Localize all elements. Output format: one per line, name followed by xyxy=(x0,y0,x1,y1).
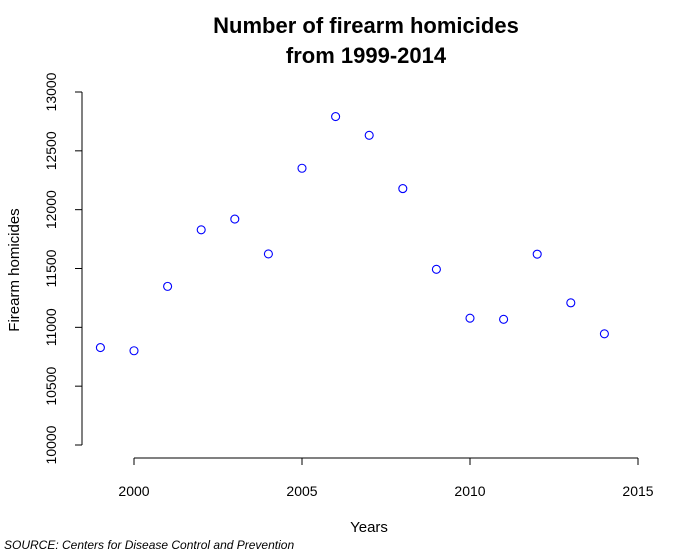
x-tick-label: 2005 xyxy=(286,483,317,499)
data-points xyxy=(95,112,609,356)
data-point xyxy=(230,214,240,224)
x-axis-label: Years xyxy=(350,519,388,536)
x-tick-label: 2000 xyxy=(118,483,149,499)
chart-title-line-2: from 1999-2014 xyxy=(286,43,447,68)
data-point xyxy=(95,343,105,353)
y-tick-label: 12000 xyxy=(43,190,59,229)
x-tick-label: 2015 xyxy=(622,483,653,499)
y-tick-label: 13000 xyxy=(43,72,59,111)
y-tick-label: 11500 xyxy=(43,249,59,287)
data-point xyxy=(398,184,408,194)
data-point xyxy=(297,163,307,173)
data-point xyxy=(163,281,173,291)
y-tick-label: 10000 xyxy=(43,425,59,464)
y-tick-label: 11000 xyxy=(43,308,59,346)
source-note: SOURCE: Centers for Disease Control and … xyxy=(4,538,294,552)
y-tick-label: 12500 xyxy=(43,131,59,170)
y-tick-label: 10500 xyxy=(43,366,59,405)
data-point xyxy=(331,112,341,122)
data-point xyxy=(532,249,542,259)
data-point xyxy=(599,329,609,339)
data-point xyxy=(499,314,509,324)
x-axis: 2000 2005 2010 2015 xyxy=(118,457,654,499)
data-point xyxy=(566,298,576,308)
data-point xyxy=(263,249,273,259)
data-point xyxy=(129,346,139,356)
data-point xyxy=(431,264,441,274)
chart-title-line-1: Number of firearm homicides xyxy=(213,13,519,38)
y-axis-label: Firearm homicides xyxy=(6,208,23,331)
x-tick-label: 2010 xyxy=(454,483,485,499)
data-point xyxy=(364,130,374,140)
data-point xyxy=(465,313,475,323)
data-point xyxy=(196,225,206,235)
y-axis: 10000 10500 11000 11500 12000 12500 13000 xyxy=(43,72,83,464)
